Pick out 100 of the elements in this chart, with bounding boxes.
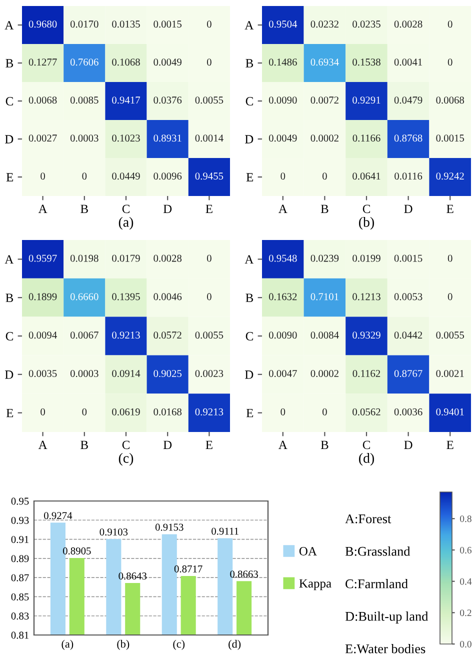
- x-tick-label: E: [446, 204, 454, 214]
- y-tick-label: C: [6, 97, 13, 106]
- data-label: 0.0442: [394, 332, 422, 339]
- data-label: 0.0090: [268, 96, 297, 104]
- y-tick-label: B: [246, 59, 254, 68]
- data-label: 0.0072: [310, 96, 338, 104]
- text: B:Grassland: [345, 546, 410, 556]
- data-label: 0.0198: [70, 254, 98, 262]
- data-label: 0.0068: [28, 96, 57, 104]
- data-label: 0.9291: [352, 96, 380, 104]
- data-label: 0.0179: [112, 254, 140, 262]
- data-label: 0.0049: [268, 134, 297, 142]
- data-label: 0.0239: [310, 254, 339, 262]
- data-label: 0.0641: [352, 172, 380, 180]
- y-tick-label: 0.89: [11, 555, 29, 562]
- data-label: 0.0015: [394, 254, 422, 262]
- text: D:Built-up land: [345, 612, 428, 624]
- x-tick-label: B: [320, 204, 328, 214]
- data-label: 0.0041: [394, 58, 422, 66]
- x-tick-label: E: [206, 204, 212, 214]
- data-label: 0.1166: [352, 134, 380, 142]
- data-label: 0.9597: [28, 254, 57, 262]
- data-label: 0.1277: [28, 58, 57, 66]
- y-tick-label: C: [6, 332, 13, 340]
- data-label: 0.0619: [112, 408, 140, 416]
- data-label: 0: [206, 20, 212, 28]
- x-tick-label: D: [163, 440, 172, 450]
- data-label: 0.0028: [394, 20, 422, 28]
- data-label: 0.9274: [44, 512, 72, 520]
- data-label: 0.0049: [154, 58, 182, 66]
- text: A:Forest: [345, 514, 392, 524]
- data-label: 0.0003: [70, 370, 98, 378]
- x-tick-label: D: [163, 204, 172, 214]
- data-label: 0.9417: [112, 96, 140, 104]
- data-label: 0.9401: [436, 408, 464, 416]
- data-label: 0: [206, 254, 212, 262]
- data-label: 0.0067: [70, 332, 98, 339]
- data-label: 0: [82, 408, 87, 416]
- x-tick-label: C: [122, 204, 130, 214]
- color-bar-label: 0.0: [460, 640, 472, 648]
- data-label: 0: [280, 408, 286, 416]
- data-label: 0.0003: [70, 134, 98, 142]
- data-label: 0: [448, 293, 452, 300]
- data-label: 0.1213: [352, 293, 380, 300]
- data-label: 0.7101: [310, 293, 338, 300]
- data-label: 0.8767: [394, 370, 422, 378]
- data-label: 0.0053: [394, 293, 422, 300]
- x-axis-title: (b): [359, 217, 374, 230]
- data-label: 0: [448, 20, 452, 28]
- y-tick-label: D: [5, 135, 14, 144]
- x-tick-label: C: [362, 204, 370, 214]
- x-tick-label: (c): [173, 640, 185, 650]
- y-tick-label: C: [246, 97, 253, 106]
- data-label: 0.8663: [230, 570, 258, 578]
- color-bar-label: 0.2: [460, 610, 472, 616]
- data-label: 0.0027: [28, 134, 57, 142]
- color-bar-label: 0.8: [460, 516, 472, 522]
- data-label: 0.0085: [70, 96, 98, 104]
- x-tick-label: D: [404, 204, 412, 214]
- data-label: 0.0479: [394, 96, 422, 104]
- x-tick-label: D: [404, 440, 412, 450]
- data-label: 0.9329: [352, 332, 380, 339]
- y-tick-label: 0.95: [11, 498, 29, 505]
- x-axis-title: (c): [118, 453, 134, 466]
- data-label: 0.0023: [195, 370, 224, 378]
- data-label: 0.9213: [195, 408, 224, 416]
- x-axis-title: (a): [118, 217, 134, 230]
- data-label: 0.9153: [155, 524, 184, 531]
- data-label: 0.9548: [268, 254, 297, 262]
- data-label: 0.0015: [436, 134, 464, 142]
- data-label: 0: [322, 408, 327, 416]
- data-label: 0.9455: [195, 172, 224, 180]
- data-label: 0.8643: [118, 572, 147, 580]
- data-label: 0.0068: [436, 96, 464, 104]
- text: C:Farmland: [346, 579, 408, 588]
- x-tick-label: C: [362, 440, 370, 450]
- y-tick-label: E: [246, 173, 254, 182]
- data-label: 0.1023: [112, 134, 140, 142]
- data-label: 0: [40, 172, 46, 180]
- data-label: 0.0914: [112, 370, 140, 378]
- data-label: 0.0135: [112, 20, 140, 28]
- y-tick-label: A: [4, 21, 14, 30]
- data-label: 0.1486: [268, 58, 297, 66]
- data-label: 0.0055: [436, 332, 464, 339]
- data-label: 0.0055: [195, 96, 224, 104]
- data-label: 0.0002: [310, 370, 338, 378]
- x-tick-label: (b): [117, 640, 130, 650]
- data-label: 0.0094: [28, 332, 57, 339]
- data-label: 0.1899: [28, 293, 57, 300]
- x-axis-title: (d): [359, 453, 374, 466]
- data-label: 0.8931: [154, 134, 182, 142]
- y-tick-label: 0.85: [11, 593, 29, 600]
- y-tick-label: A: [4, 255, 14, 264]
- legend-label: Kappa: [299, 579, 332, 590]
- data-label: 0.9504: [268, 20, 298, 28]
- x-tick-label: E: [206, 440, 212, 450]
- data-label: 0.8905: [62, 547, 91, 554]
- data-label: 0.0021: [436, 370, 464, 378]
- y-tick-label: 0.81: [11, 632, 29, 639]
- x-tick-label: E: [446, 440, 454, 450]
